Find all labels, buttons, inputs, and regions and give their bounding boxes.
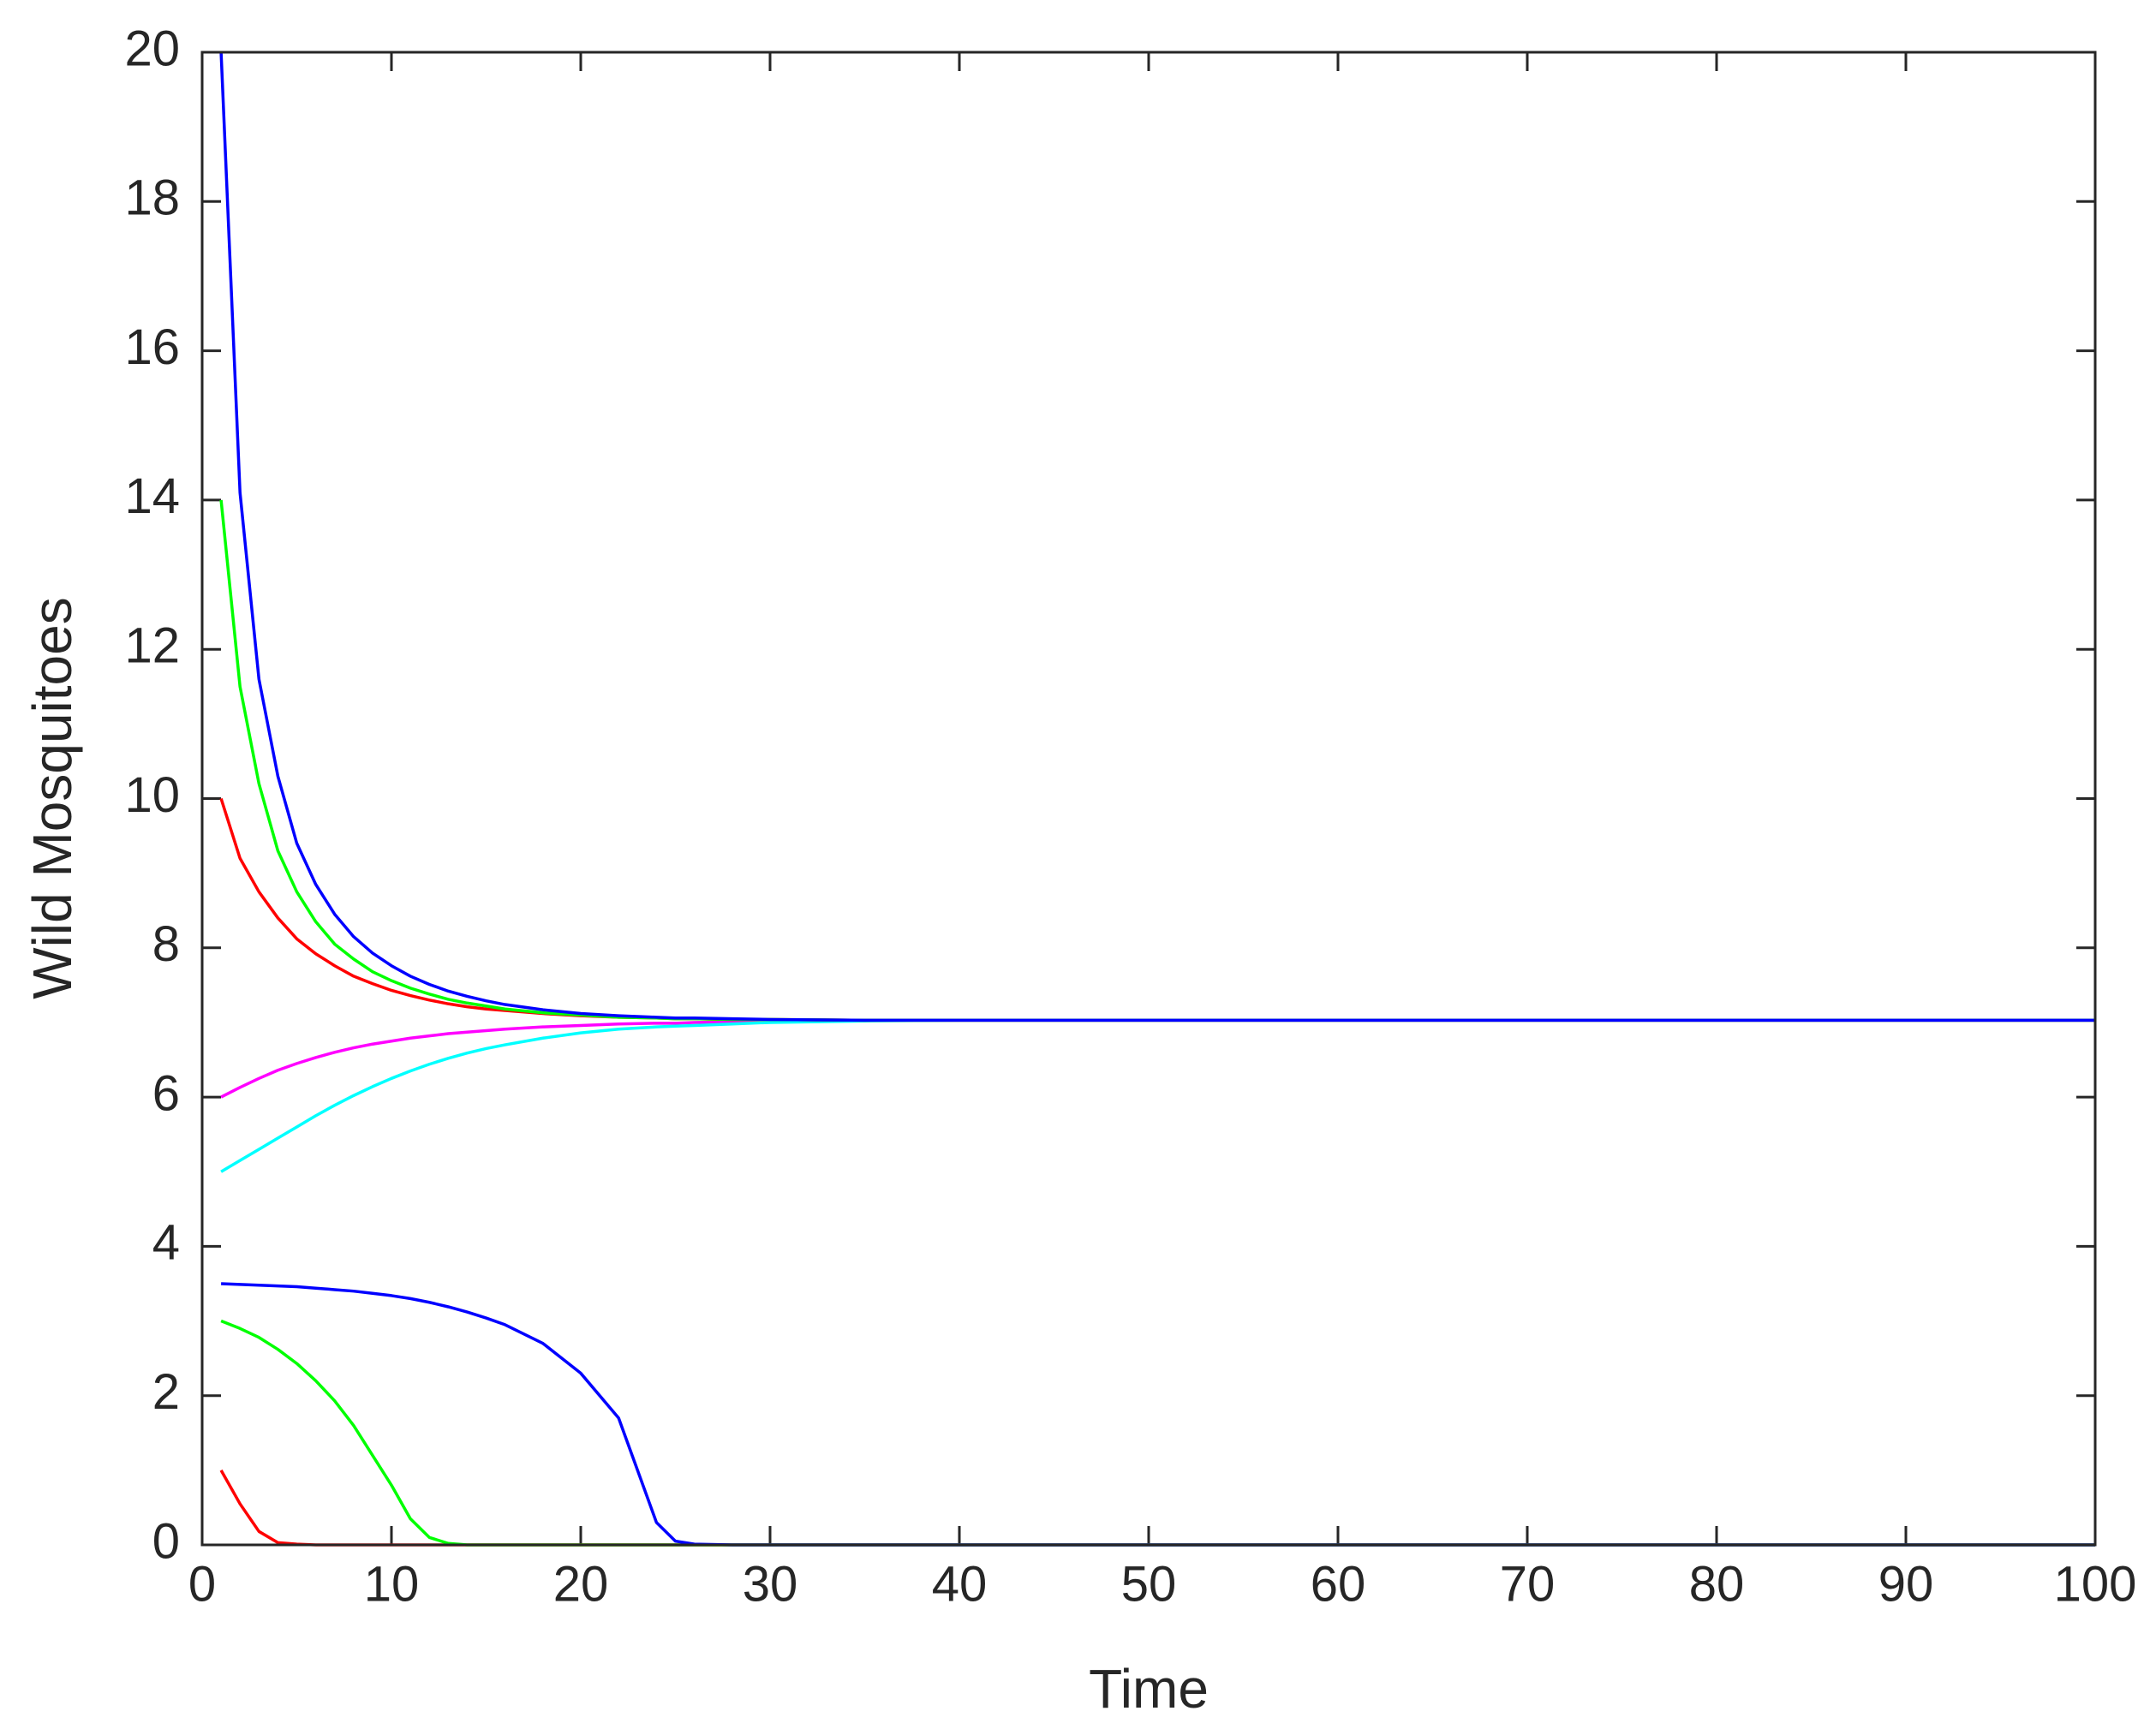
x-tick-label: 90 xyxy=(1878,1556,1934,1612)
y-tick-label: 10 xyxy=(124,767,180,823)
data-line xyxy=(219,51,2095,1022)
x-tick-label: 30 xyxy=(743,1556,798,1612)
x-tick-label: 50 xyxy=(1121,1556,1177,1612)
y-tick-label: 14 xyxy=(124,468,180,524)
y-tick-label: 18 xyxy=(124,170,180,226)
x-tick-label: 40 xyxy=(932,1556,988,1612)
x-tick-label: 100 xyxy=(2054,1556,2137,1612)
y-tick-label: 8 xyxy=(152,916,180,972)
x-axis-label: Time xyxy=(1089,1658,1209,1720)
plot-frame xyxy=(200,51,2097,1547)
y-tick-label: 12 xyxy=(124,618,180,674)
x-tick-label: 20 xyxy=(553,1556,609,1612)
x-tick-label: 10 xyxy=(364,1556,420,1612)
y-tick-label: 2 xyxy=(152,1364,180,1420)
y-axis-label: Wild Mosquitoes xyxy=(21,597,83,999)
x-tick-label: 60 xyxy=(1311,1556,1366,1612)
y-tick-label: 16 xyxy=(124,319,180,375)
y-tick-label: 20 xyxy=(124,21,180,76)
x-tick-label: 80 xyxy=(1689,1556,1745,1612)
x-tick-label: 70 xyxy=(1500,1556,1556,1612)
y-tick-label: 6 xyxy=(152,1065,180,1121)
y-tick-label: 4 xyxy=(152,1215,180,1271)
y-tick-label: 0 xyxy=(152,1513,180,1569)
x-tick-label: 0 xyxy=(188,1556,216,1612)
